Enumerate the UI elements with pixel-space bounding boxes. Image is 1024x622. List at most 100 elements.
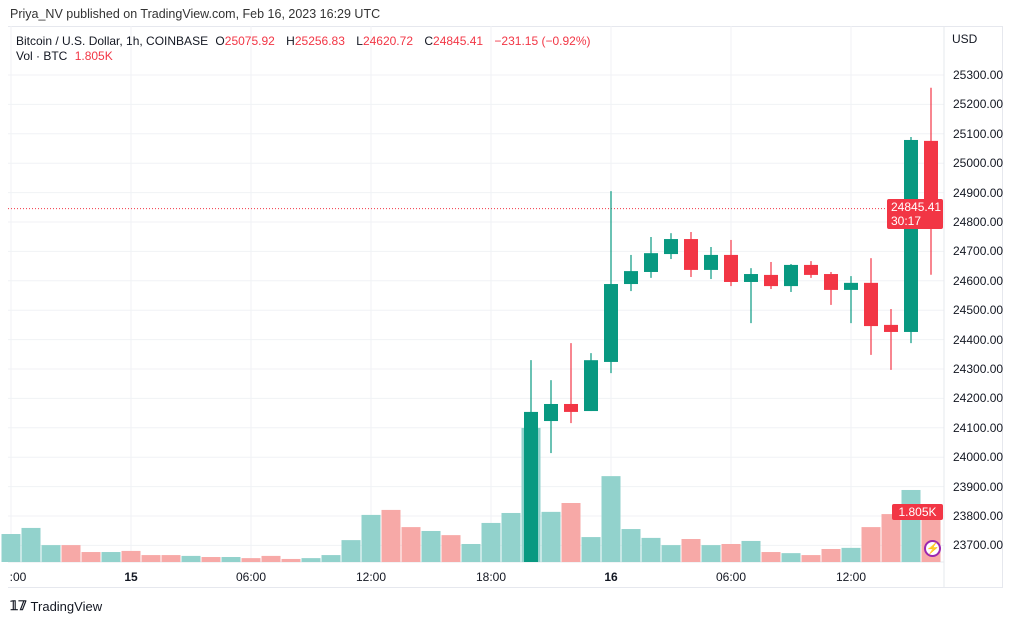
- volume-bar: [401, 527, 421, 562]
- candle-body: [784, 264, 798, 287]
- price-tick-label: 24600.00: [953, 273, 1004, 288]
- price-tick-label: 23900.00: [953, 479, 1004, 494]
- volume-bar: [41, 545, 61, 562]
- volume-bar: [861, 527, 881, 562]
- high-label: H: [286, 34, 295, 48]
- volume-bar: [881, 514, 901, 562]
- volume-bar: [821, 548, 841, 562]
- candle-body: [884, 324, 898, 332]
- volume-bar: [161, 555, 181, 562]
- volume-bar: [561, 502, 581, 562]
- volume-bar: [781, 553, 801, 562]
- brand-name[interactable]: TradingView: [30, 598, 103, 614]
- volume-bar: [621, 529, 641, 562]
- low-label: L: [356, 34, 363, 48]
- time-tick-label: 06:00: [715, 570, 747, 584]
- publisher-line: Priya_NV published on TradingView.com, F…: [10, 7, 381, 21]
- volume-bar: [761, 552, 781, 562]
- volume-bar: [1, 534, 21, 562]
- volume-bar: [81, 552, 101, 562]
- candle-body: [904, 139, 918, 332]
- time-tick-label: 18:00: [475, 570, 507, 584]
- candle-body: [684, 239, 698, 270]
- volume-bar: [461, 543, 481, 562]
- volume-bar: [741, 540, 761, 562]
- price-tick-label: 24900.00: [953, 185, 1004, 200]
- last-price-label: 24845.41 30:17: [887, 199, 943, 229]
- candle-body: [624, 271, 638, 285]
- symbol-legend: Bitcoin / U.S. Dollar, 1h, COINBASE O250…: [16, 34, 595, 64]
- currency-label[interactable]: USD: [952, 32, 978, 46]
- volume-bar: [901, 489, 921, 562]
- volume-bar: [681, 539, 701, 562]
- candle-body: [804, 264, 818, 275]
- volume-bar: [661, 545, 681, 562]
- candle-body: [744, 274, 758, 282]
- price-tick-label: 25200.00: [953, 97, 1004, 112]
- lightning-icon[interactable]: ⚡: [924, 540, 941, 557]
- volume-bar: [101, 552, 121, 562]
- volume-bar: [361, 514, 381, 562]
- price-tick-label: 24500.00: [953, 303, 1004, 318]
- time-tick-label: 06:00: [235, 570, 267, 584]
- volume-bar: [721, 543, 741, 562]
- volume-bar: [121, 550, 141, 562]
- time-tick-label: 12:00: [355, 570, 387, 584]
- symbol-title[interactable]: Bitcoin / U.S. Dollar, 1h, COINBASE: [16, 34, 209, 48]
- volume-bar: [801, 555, 821, 562]
- candle-body: [924, 140, 938, 209]
- volume-bar: [181, 555, 201, 562]
- time-tick-label: 12:00: [835, 570, 867, 584]
- time-tick-label: 15: [124, 570, 138, 584]
- tradingview-logo-icon[interactable]: 𝟙𝟟: [10, 598, 27, 613]
- candle-body: [824, 274, 838, 290]
- volume-bar: [281, 558, 301, 562]
- price-tick-label: 23800.00: [953, 509, 1004, 523]
- high-value: 25256.83: [294, 34, 345, 48]
- last-volume-label: 1.805K: [892, 504, 943, 520]
- candle-body: [724, 254, 738, 282]
- volume-bar: [541, 511, 561, 562]
- change-value: −231.15 (−0.92%): [494, 34, 591, 48]
- price-tick-label: 24100.00: [953, 420, 1004, 435]
- volume-bar: [421, 530, 441, 562]
- volume-bar: [841, 547, 861, 562]
- footer: 𝟙𝟟 TradingView: [10, 598, 102, 614]
- candle-body: [764, 274, 778, 287]
- price-tick-label: 24700.00: [953, 244, 1004, 259]
- volume-bar: [261, 555, 281, 562]
- price-tick-label: 24200.00: [953, 391, 1004, 406]
- price-tick-label: 25000.00: [953, 156, 1004, 171]
- candle-body: [584, 360, 598, 412]
- volume-bar: [321, 555, 341, 562]
- close-value: 24845.41: [433, 34, 484, 48]
- last-price-value: 24845.41: [891, 200, 942, 214]
- volume-bar: [441, 535, 461, 562]
- open-value: 25075.92: [224, 34, 275, 48]
- candle-body: [604, 284, 618, 362]
- volume-bar: [141, 555, 161, 562]
- low-value: 24620.72: [362, 34, 413, 48]
- price-tick-label: 25100.00: [953, 126, 1004, 141]
- volume-bar: [581, 537, 601, 562]
- chart-frame: [8, 26, 1003, 588]
- volume-label[interactable]: Vol · BTC: [16, 49, 68, 63]
- volume-bar: [241, 558, 261, 562]
- volume-value: 1.805K: [74, 49, 113, 63]
- price-tick-label: 23700.00: [953, 538, 1004, 553]
- candle-body: [664, 239, 678, 255]
- candle-body: [544, 403, 558, 422]
- volume-bar: [501, 512, 521, 562]
- candle-body: [704, 254, 718, 270]
- volume-bar: [301, 558, 321, 562]
- price-tick-label: 24400.00: [953, 332, 1004, 347]
- volume-bar: [221, 557, 241, 562]
- candle-body: [644, 253, 658, 272]
- volume-bar: [601, 476, 621, 562]
- price-tick-label: 24000.00: [953, 450, 1004, 465]
- volume-bar: [21, 527, 41, 562]
- candle-body: [564, 403, 578, 412]
- candle-body: [864, 282, 878, 327]
- volume-bar: [481, 522, 501, 562]
